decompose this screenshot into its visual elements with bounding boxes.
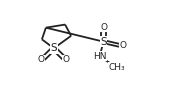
- Text: O: O: [63, 55, 70, 64]
- Text: S: S: [100, 37, 107, 47]
- Text: CH₃: CH₃: [108, 63, 125, 72]
- Text: O: O: [119, 41, 126, 50]
- Text: O: O: [38, 55, 45, 64]
- Text: HN: HN: [93, 52, 106, 61]
- Text: O: O: [100, 23, 107, 32]
- Text: S: S: [51, 43, 57, 53]
